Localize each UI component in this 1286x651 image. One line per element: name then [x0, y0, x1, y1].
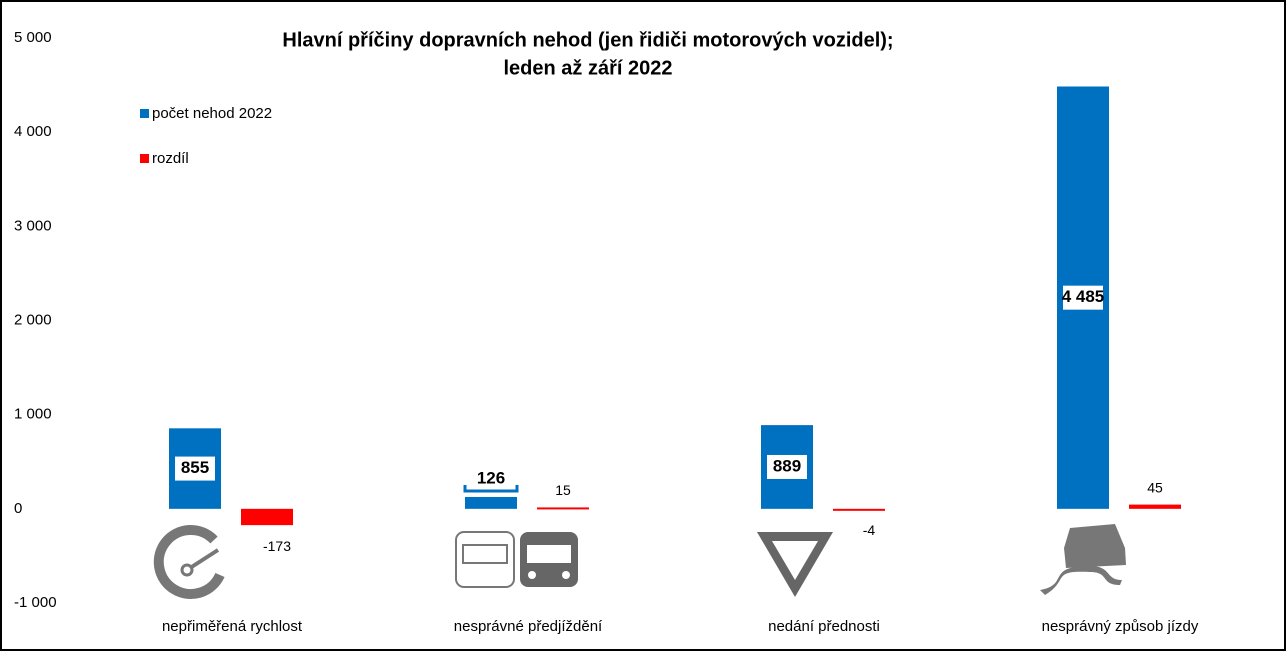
x-tick-label: nepřiměřená rychlost [162, 618, 303, 635]
data-label: 4 485 [1062, 287, 1105, 306]
yield-icon [757, 532, 833, 597]
bar [833, 508, 885, 511]
y-tick-label: 2 000 [14, 311, 52, 328]
skid-icon [1040, 524, 1126, 595]
data-label: -173 [263, 538, 291, 554]
legend-label: počet nehod 2022 [152, 105, 272, 122]
data-label: 889 [773, 456, 801, 475]
data-label: 45 [1147, 479, 1163, 495]
bar [241, 508, 293, 526]
data-label: 126 [477, 468, 505, 487]
label-box [175, 456, 215, 481]
chart-title: leden až září 2022 [504, 57, 673, 79]
x-tick-label: nesprávné předjíždění [454, 618, 603, 635]
bar [537, 507, 589, 510]
label-bracket [463, 484, 519, 493]
legend-label: rozdíl [152, 150, 189, 167]
gauge-icon [153, 525, 225, 599]
x-tick-label: nedání přednosti [768, 618, 880, 635]
bar [465, 496, 517, 509]
y-tick-label: 1 000 [14, 406, 52, 423]
x-tick-label: nesprávný způsob jízdy [1042, 618, 1199, 635]
legend-swatch [140, 109, 149, 118]
data-label: -4 [863, 522, 876, 538]
bar [1129, 504, 1181, 509]
bus-icon [455, 531, 578, 588]
y-tick-label: 4 000 [14, 123, 52, 140]
data-label: 855 [181, 458, 209, 477]
chart-title: Hlavní příčiny dopravních nehod (jen řid… [282, 29, 893, 51]
label-box [1063, 285, 1103, 310]
legend-swatch [140, 154, 149, 163]
y-tick-label: 0 [14, 500, 22, 517]
y-tick-label: -1 000 [14, 594, 57, 611]
label-box [767, 454, 807, 479]
y-tick-label: 5 000 [14, 29, 52, 46]
data-label: 15 [555, 482, 571, 498]
y-tick-label: 3 000 [14, 217, 52, 234]
